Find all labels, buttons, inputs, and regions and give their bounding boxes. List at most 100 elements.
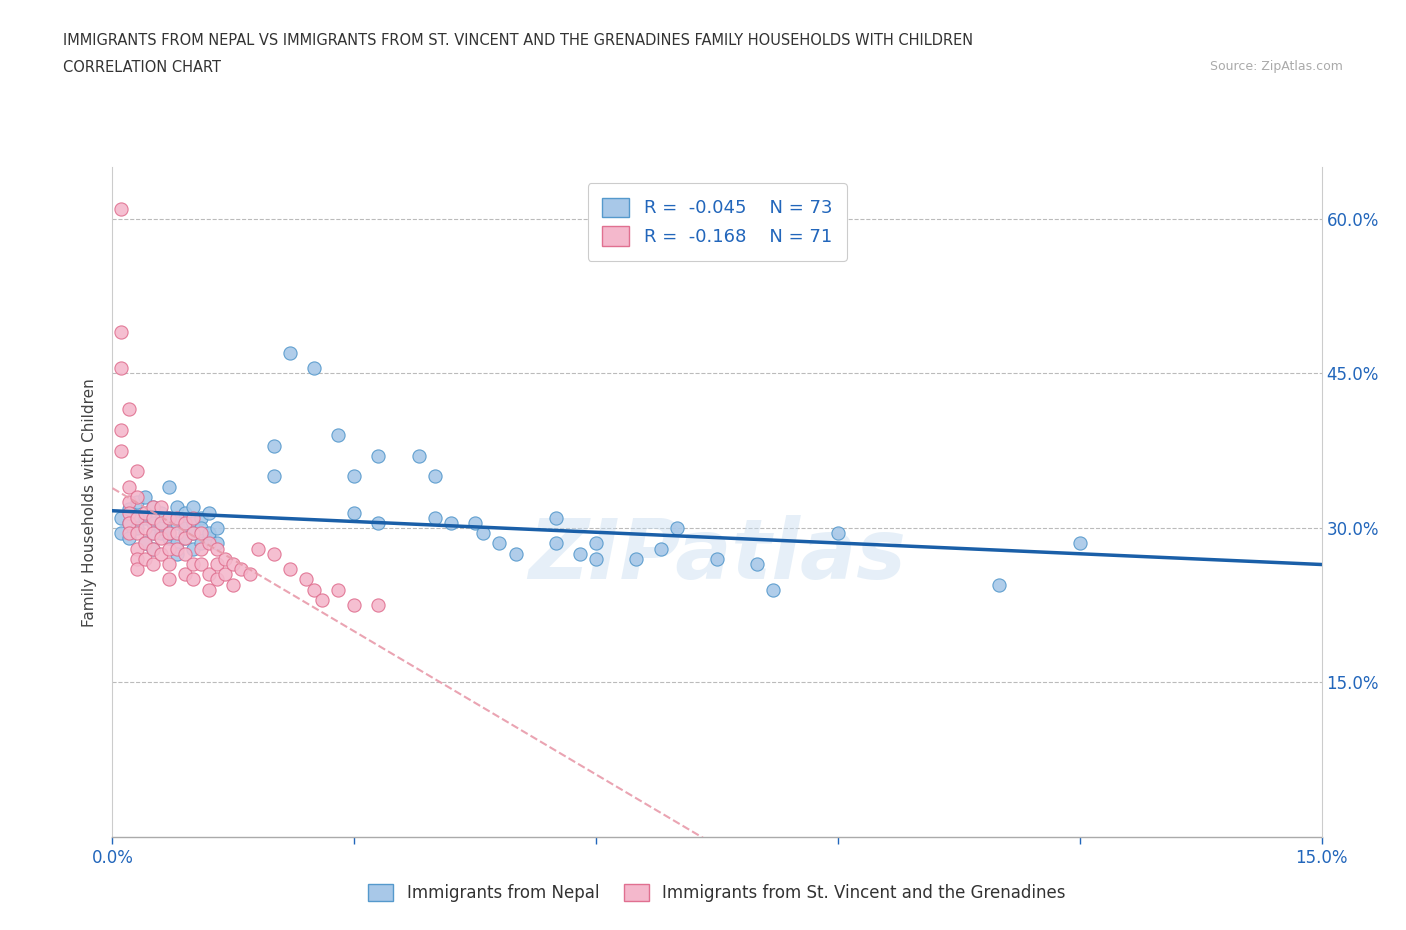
Point bbox=[569, 546, 592, 561]
Point bbox=[125, 508, 148, 523]
Point bbox=[214, 567, 236, 582]
Point bbox=[157, 556, 180, 571]
Point bbox=[117, 515, 139, 530]
Point bbox=[263, 469, 285, 484]
Point bbox=[166, 511, 188, 525]
Point bbox=[198, 536, 221, 551]
Point bbox=[367, 598, 389, 613]
Point bbox=[231, 562, 253, 577]
Point bbox=[125, 525, 148, 540]
Point bbox=[207, 536, 229, 551]
Point bbox=[505, 546, 527, 561]
Point bbox=[488, 536, 510, 551]
Point bbox=[585, 551, 607, 566]
Point bbox=[585, 536, 607, 551]
Point bbox=[544, 536, 567, 551]
Point bbox=[149, 531, 172, 546]
Point bbox=[110, 444, 132, 458]
Point bbox=[174, 505, 197, 520]
Point bbox=[117, 495, 139, 510]
Point bbox=[117, 515, 139, 530]
Point bbox=[117, 525, 139, 540]
Point bbox=[125, 551, 148, 566]
Point bbox=[988, 578, 1011, 592]
Point bbox=[157, 572, 180, 587]
Point bbox=[198, 582, 221, 597]
Legend: Immigrants from Nepal, Immigrants from St. Vincent and the Grenadines: Immigrants from Nepal, Immigrants from S… bbox=[361, 878, 1073, 909]
Point bbox=[174, 546, 197, 561]
Point bbox=[278, 562, 301, 577]
Point bbox=[166, 546, 188, 561]
Point bbox=[110, 361, 132, 376]
Point bbox=[125, 521, 148, 536]
Point bbox=[207, 521, 229, 536]
Point bbox=[125, 541, 148, 556]
Point bbox=[157, 531, 180, 546]
Point bbox=[181, 525, 204, 540]
Point bbox=[181, 515, 204, 530]
Point bbox=[166, 525, 188, 540]
Point bbox=[110, 422, 132, 437]
Point bbox=[472, 525, 495, 540]
Point bbox=[149, 525, 172, 540]
Point bbox=[198, 567, 221, 582]
Point bbox=[190, 521, 212, 536]
Point bbox=[117, 402, 139, 417]
Point bbox=[142, 511, 165, 525]
Point bbox=[367, 515, 389, 530]
Point bbox=[149, 515, 172, 530]
Point bbox=[311, 592, 333, 607]
Point bbox=[747, 556, 769, 571]
Point bbox=[174, 515, 197, 530]
Point bbox=[207, 572, 229, 587]
Point bbox=[134, 536, 156, 551]
Point bbox=[157, 511, 180, 525]
Point bbox=[174, 567, 197, 582]
Point bbox=[198, 531, 221, 546]
Point bbox=[302, 582, 325, 597]
Point bbox=[110, 525, 132, 540]
Point bbox=[174, 525, 197, 540]
Point bbox=[408, 448, 430, 463]
Point bbox=[181, 556, 204, 571]
Point bbox=[544, 511, 567, 525]
Point bbox=[134, 521, 156, 536]
Point bbox=[157, 525, 180, 540]
Point bbox=[174, 531, 197, 546]
Point bbox=[117, 502, 139, 517]
Point bbox=[626, 551, 648, 566]
Point bbox=[134, 489, 156, 504]
Point bbox=[142, 541, 165, 556]
Point bbox=[263, 438, 285, 453]
Text: Source: ZipAtlas.com: Source: ZipAtlas.com bbox=[1209, 60, 1343, 73]
Point bbox=[665, 521, 688, 536]
Point bbox=[142, 525, 165, 540]
Point bbox=[181, 500, 204, 515]
Point bbox=[166, 541, 188, 556]
Point bbox=[343, 469, 366, 484]
Point bbox=[302, 361, 325, 376]
Point bbox=[125, 562, 148, 577]
Point bbox=[295, 572, 318, 587]
Point bbox=[207, 556, 229, 571]
Point bbox=[117, 531, 139, 546]
Point bbox=[190, 556, 212, 571]
Point bbox=[762, 582, 785, 597]
Point bbox=[278, 345, 301, 360]
Point bbox=[343, 505, 366, 520]
Point bbox=[440, 515, 463, 530]
Point bbox=[238, 567, 260, 582]
Text: IMMIGRANTS FROM NEPAL VS IMMIGRANTS FROM ST. VINCENT AND THE GRENADINES FAMILY H: IMMIGRANTS FROM NEPAL VS IMMIGRANTS FROM… bbox=[63, 33, 973, 47]
Point bbox=[181, 525, 204, 540]
Point bbox=[142, 525, 165, 540]
Point bbox=[149, 500, 172, 515]
Point bbox=[134, 505, 156, 520]
Point bbox=[125, 495, 148, 510]
Point bbox=[190, 511, 212, 525]
Point bbox=[142, 556, 165, 571]
Point bbox=[343, 598, 366, 613]
Point bbox=[650, 541, 672, 556]
Point bbox=[222, 556, 245, 571]
Point bbox=[328, 582, 350, 597]
Point bbox=[181, 511, 204, 525]
